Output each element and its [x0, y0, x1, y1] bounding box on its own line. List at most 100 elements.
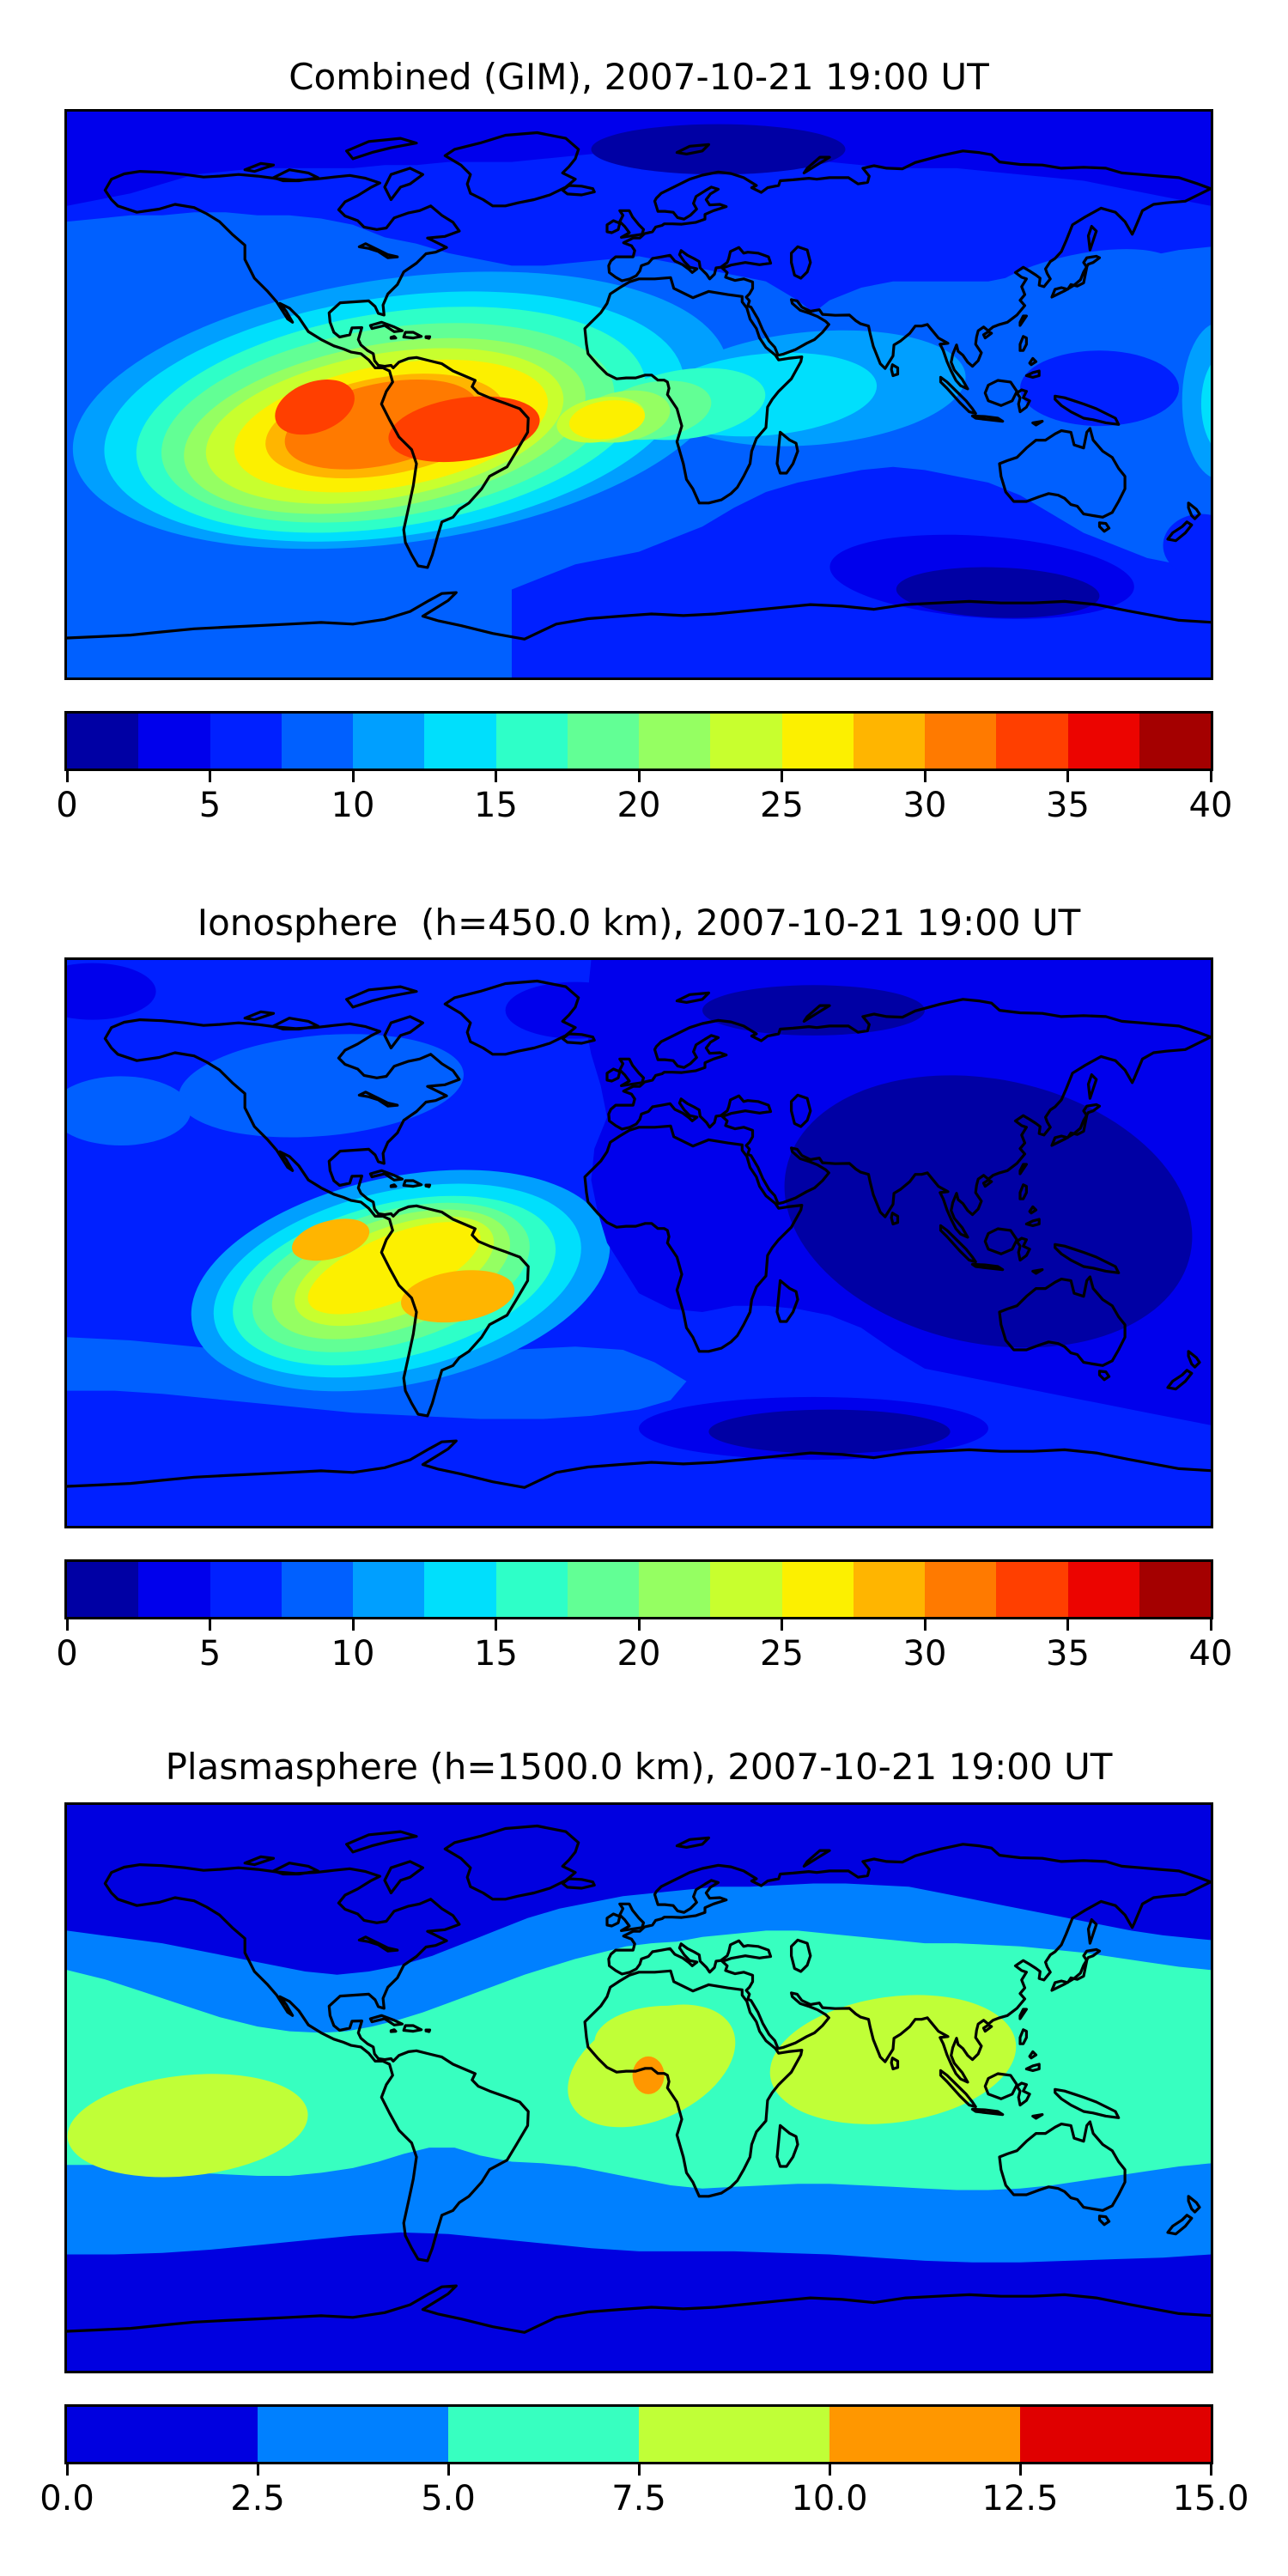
colorbar-tick [1209, 2464, 1212, 2476]
coastline-path [1015, 1236, 1031, 1262]
coastline-path [675, 143, 710, 155]
coastline-path [607, 998, 1211, 1239]
contour-band [1182, 325, 1211, 477]
colorbar-tick-label: 35 [1046, 1634, 1090, 1674]
coastline-path [1166, 520, 1194, 543]
colorbar-segment [925, 714, 997, 769]
coastline-path [345, 985, 418, 1009]
colorbar-tick [1066, 1619, 1069, 1631]
contour-band [67, 2074, 308, 2178]
coastline-path [890, 2057, 900, 2071]
colorbar-tick [1018, 2464, 1022, 2476]
colorbar-tick [65, 1619, 69, 1631]
coastline-path [939, 2069, 977, 2109]
colorbar-segment [1139, 1562, 1211, 1617]
contour-band [591, 124, 846, 175]
coastline-path [890, 1212, 900, 1226]
coastline-path [1031, 420, 1044, 427]
colorbar-tick [637, 2464, 641, 2476]
colorbar-segment [67, 1562, 139, 1617]
colorbar-tick-label: 5 [198, 1634, 222, 1674]
coastline-path [605, 219, 622, 234]
coastline-path [1015, 388, 1031, 414]
colorbar-tick-label: 35 [1046, 786, 1090, 825]
coastline-path [103, 170, 530, 569]
colorbar-segment [424, 1562, 496, 1617]
colorbar-segment [567, 714, 639, 769]
coastline-path [389, 2028, 398, 2033]
coastline-path [1024, 2063, 1041, 2072]
coastline-path [675, 1836, 710, 1849]
colorbar-tick [256, 2464, 259, 2476]
coastline-path [103, 1018, 530, 1418]
colorbar-tick [351, 771, 355, 782]
coastline-path [981, 330, 993, 340]
colorbar-segment [258, 2407, 448, 2462]
coastline-path [1018, 2028, 1028, 2045]
coastline-path [1054, 1242, 1121, 1274]
colorbar-tick-label: 10 [331, 1634, 375, 1674]
coastline-path [402, 1179, 423, 1188]
coastline-path [675, 991, 710, 1004]
coastline-path [1054, 2087, 1121, 2119]
colorbar-tick [495, 1619, 497, 1631]
colorbar-segment [353, 714, 425, 769]
map-plasmasphere [64, 1802, 1213, 2373]
coastline-path [424, 1183, 432, 1188]
colorbar-tick-label: 15 [474, 786, 518, 825]
contour-map-plasmasphere [67, 1805, 1211, 2371]
coastline-path [775, 430, 799, 475]
colorbar-tick [923, 1619, 927, 1631]
colorbar-segment [639, 2407, 829, 2462]
colorbar-tick [65, 771, 69, 782]
coastline-path [998, 2120, 1127, 2212]
coastline-path [1050, 254, 1102, 299]
coastline-path [583, 276, 804, 505]
contour-map-ionosphere [67, 960, 1211, 1526]
contour-band [505, 981, 646, 1039]
coastline-path [890, 363, 900, 378]
coastline-path [775, 1279, 799, 1323]
coastline-path [1097, 2215, 1111, 2227]
colorbar-tick-label: 2.5 [230, 2479, 285, 2518]
coastline-path [424, 2028, 432, 2033]
colorbar-tick [351, 1619, 355, 1631]
colorbar-tick-label: 10.0 [791, 2479, 868, 2518]
contour-band [401, 1270, 515, 1323]
contour-band [568, 400, 646, 440]
colorbar-tick-label: 25 [760, 786, 804, 825]
coastline-path [1050, 1103, 1102, 1147]
coastline-path [1097, 1370, 1111, 1382]
colorbar-tick-label: 15.0 [1172, 2479, 1249, 2518]
colorbar-tick-label: 10 [331, 786, 375, 825]
colorbar-tick-label: 0 [56, 786, 78, 825]
colorbar-segment [853, 1562, 925, 1617]
colorbar-segment [67, 2407, 258, 2462]
coastline-path [383, 1015, 424, 1050]
colorbar-combined [64, 711, 1213, 771]
coastline-path [345, 137, 418, 161]
colorbar-segment [1139, 714, 1211, 769]
coastline-path [443, 979, 580, 1056]
contour-map-combined [67, 112, 1211, 677]
colorbar-segment [424, 714, 496, 769]
coastline-path [243, 1010, 276, 1022]
coastline-path [1015, 2081, 1031, 2107]
coastline-path [402, 2024, 423, 2033]
contour-band [307, 1222, 481, 1315]
coastline-path [1018, 1183, 1028, 1200]
coastline-path [1050, 1947, 1102, 1992]
colorbar-tick-label: 20 [617, 1634, 661, 1674]
colorbar-segment [67, 714, 139, 769]
colorbar-segment [853, 714, 925, 769]
colorbar-tick-label: 40 [1188, 786, 1233, 825]
coastline-path [243, 1855, 276, 1867]
colorbar-tick-label: 0 [56, 1634, 78, 1674]
coastline-path [1166, 2214, 1194, 2236]
coastline-path [775, 2123, 799, 2168]
colorbar-segment [448, 2407, 639, 2462]
coastline-path [1086, 1073, 1098, 1100]
colorbar-tick-label: 7.5 [611, 2479, 666, 2518]
colorbar-segment [1067, 1562, 1139, 1617]
coastline-path [970, 1262, 1005, 1272]
